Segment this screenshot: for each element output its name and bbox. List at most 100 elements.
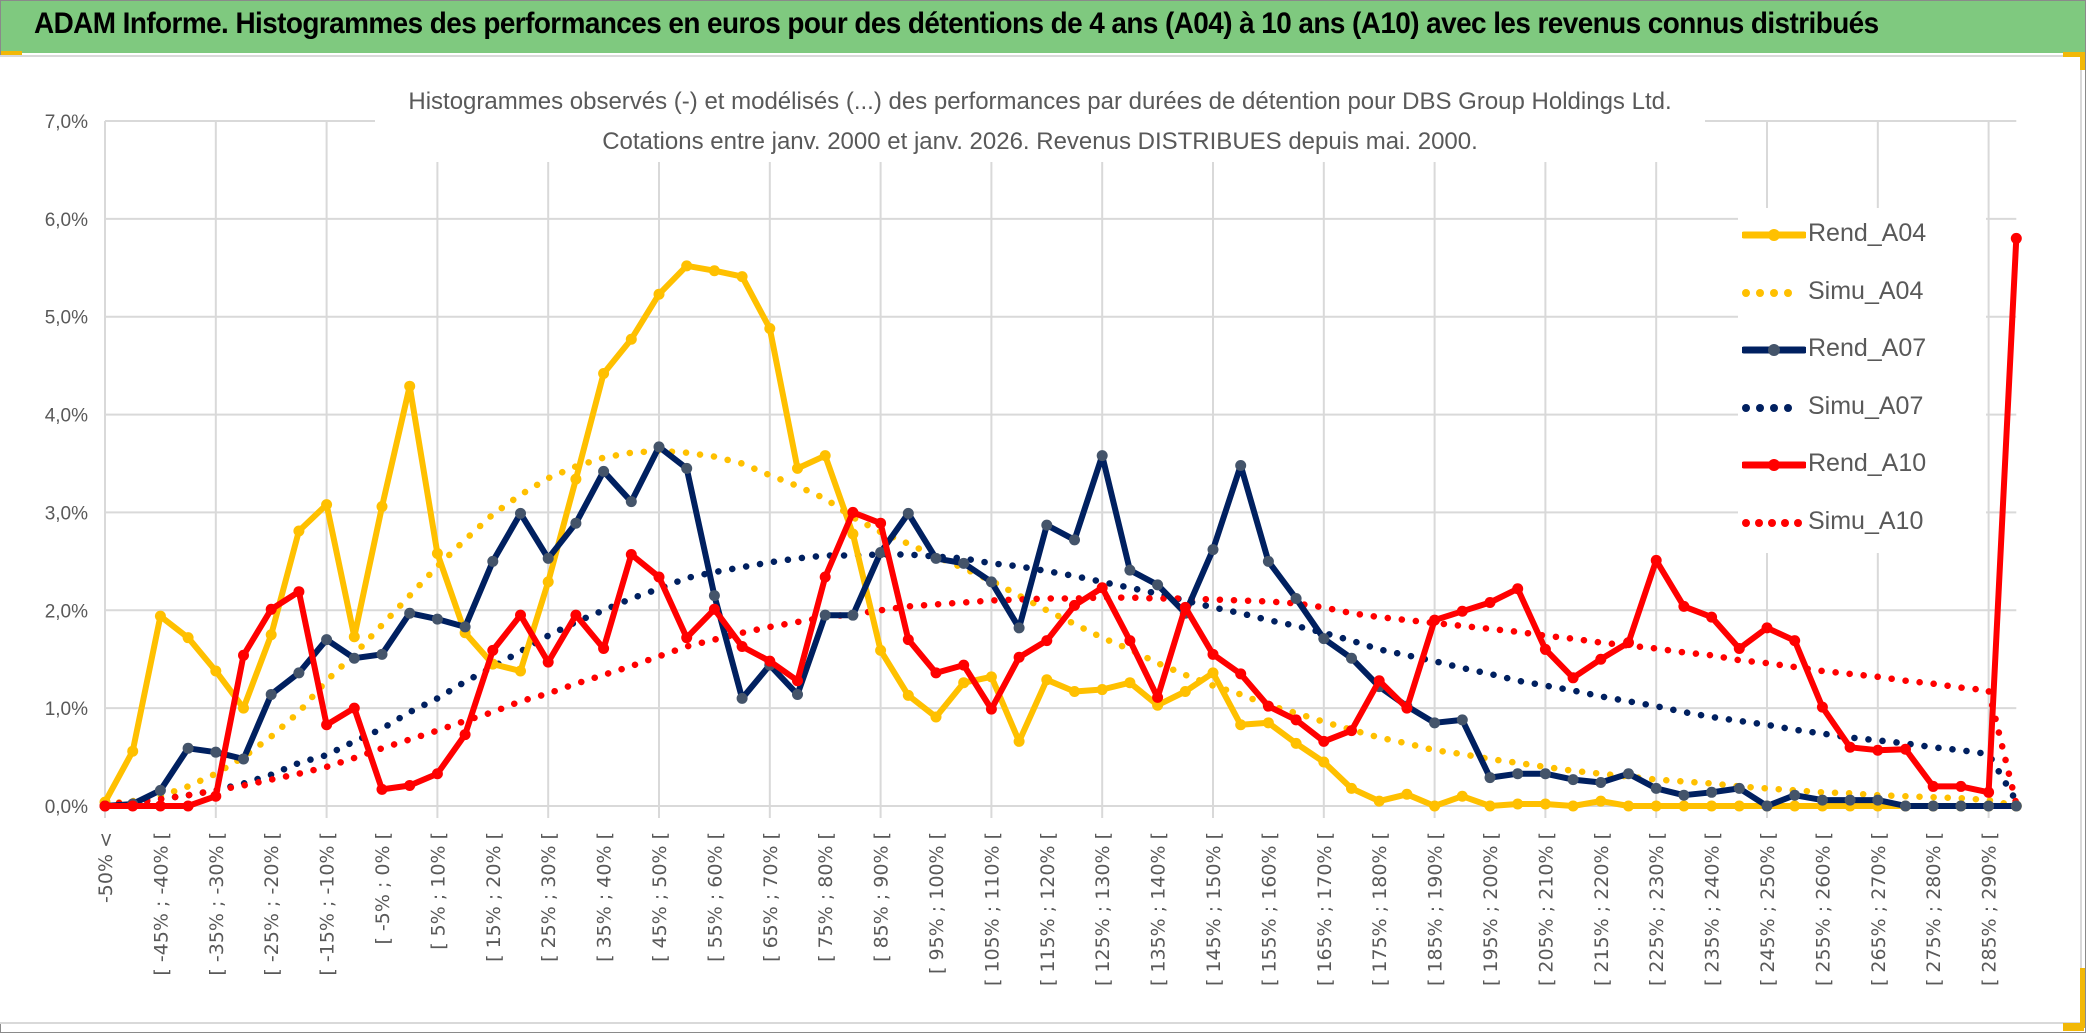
data-point[interactable] xyxy=(238,753,249,765)
data-point[interactable] xyxy=(1650,554,1662,566)
data-point[interactable] xyxy=(653,571,665,583)
data-point[interactable] xyxy=(1706,800,1718,812)
data-point[interactable] xyxy=(182,800,194,812)
data-point[interactable] xyxy=(570,473,582,485)
data-point[interactable] xyxy=(598,642,610,654)
data-point[interactable] xyxy=(1484,596,1496,608)
data-point[interactable] xyxy=(847,506,859,518)
data-point[interactable] xyxy=(681,462,693,474)
data-point[interactable] xyxy=(985,576,997,588)
data-point[interactable] xyxy=(1013,735,1025,747)
data-point[interactable] xyxy=(210,665,222,677)
data-point[interactable] xyxy=(1456,790,1468,802)
data-point[interactable] xyxy=(1124,635,1136,647)
data-point[interactable] xyxy=(293,525,305,537)
data-point[interactable] xyxy=(1346,725,1357,737)
data-point[interactable] xyxy=(681,632,693,644)
data-point[interactable] xyxy=(1041,674,1053,686)
data-point[interactable] xyxy=(265,603,277,615)
data-point[interactable] xyxy=(1733,800,1745,812)
data-point[interactable] xyxy=(376,501,388,513)
data-point[interactable] xyxy=(958,677,970,689)
data-point[interactable] xyxy=(1567,800,1579,812)
data-point[interactable] xyxy=(1595,777,1607,789)
data-point[interactable] xyxy=(736,271,748,283)
data-point[interactable] xyxy=(542,576,554,588)
data-point[interactable] xyxy=(792,688,803,700)
data-point[interactable] xyxy=(1096,450,1108,462)
data-point[interactable] xyxy=(1844,794,1856,806)
data-point[interactable] xyxy=(1955,780,1967,792)
data-point[interactable] xyxy=(459,621,471,633)
legend-item-simu-a07[interactable]: Simu_A07 xyxy=(1738,388,1986,428)
data-point[interactable] xyxy=(792,675,803,687)
data-point[interactable] xyxy=(958,557,970,569)
data-point[interactable] xyxy=(376,648,388,660)
data-point[interactable] xyxy=(1152,691,1164,703)
data-point[interactable] xyxy=(1761,800,1773,812)
data-point[interactable] xyxy=(1484,772,1496,784)
data-point[interactable] xyxy=(515,665,526,677)
data-point[interactable] xyxy=(154,610,166,622)
data-point[interactable] xyxy=(431,613,443,625)
data-point[interactable] xyxy=(238,649,249,661)
data-point[interactable] xyxy=(238,702,249,714)
data-point[interactable] xyxy=(625,496,637,508)
data-point[interactable] xyxy=(1262,717,1274,729)
data-point[interactable] xyxy=(1290,714,1302,726)
data-point[interactable] xyxy=(1733,642,1745,654)
data-point[interactable] xyxy=(958,659,970,671)
data-point[interactable] xyxy=(708,265,720,277)
data-point[interactable] xyxy=(1567,672,1579,684)
data-point[interactable] xyxy=(1152,579,1164,591)
data-point[interactable] xyxy=(985,703,997,715)
data-point[interactable] xyxy=(1373,795,1385,807)
data-point[interactable] xyxy=(1346,782,1357,794)
data-point[interactable] xyxy=(1900,743,1911,755)
data-point[interactable] xyxy=(1179,601,1191,613)
data-point[interactable] xyxy=(265,688,277,700)
data-point[interactable] xyxy=(930,667,942,679)
data-point[interactable] xyxy=(1706,786,1718,798)
data-point[interactable] xyxy=(542,552,554,564)
data-point[interactable] xyxy=(902,507,914,519)
data-point[interactable] xyxy=(1512,768,1524,780)
data-point[interactable] xyxy=(1235,459,1247,471)
data-point[interactable] xyxy=(376,783,388,795)
data-point[interactable] xyxy=(1096,582,1108,594)
data-point[interactable] xyxy=(1650,782,1662,794)
data-point[interactable] xyxy=(1650,800,1662,812)
data-point[interactable] xyxy=(1373,675,1385,687)
data-point[interactable] xyxy=(1761,622,1773,634)
data-point[interactable] xyxy=(1567,774,1579,786)
data-point[interactable] xyxy=(1290,737,1302,749)
data-point[interactable] xyxy=(1844,741,1856,753)
data-point[interactable] xyxy=(2010,232,2022,244)
data-point[interactable] xyxy=(182,632,194,644)
data-point[interactable] xyxy=(1013,651,1025,663)
data-point[interactable] xyxy=(570,609,582,621)
data-point[interactable] xyxy=(1678,789,1690,801)
data-point[interactable] xyxy=(1235,719,1247,731)
data-point[interactable] xyxy=(459,729,471,741)
data-point[interactable] xyxy=(1069,686,1080,698)
data-point[interactable] xyxy=(625,333,637,345)
data-point[interactable] xyxy=(1429,614,1441,626)
data-point[interactable] xyxy=(875,517,887,529)
data-point[interactable] xyxy=(515,507,526,519)
data-point[interactable] xyxy=(819,609,831,621)
data-point[interactable] xyxy=(653,288,665,300)
legend-item-rend-a04[interactable]: Rend_A04 xyxy=(1738,215,1986,255)
data-point[interactable] xyxy=(1456,605,1468,617)
data-point[interactable] xyxy=(1678,600,1690,612)
data-point[interactable] xyxy=(1456,714,1468,726)
data-point[interactable] xyxy=(265,629,277,641)
data-point[interactable] xyxy=(1207,667,1219,679)
data-point[interactable] xyxy=(1789,635,1801,647)
data-point[interactable] xyxy=(1539,643,1551,655)
data-point[interactable] xyxy=(1013,622,1025,634)
data-point[interactable] xyxy=(1789,800,1801,812)
data-point[interactable] xyxy=(1401,702,1413,714)
data-point[interactable] xyxy=(182,742,194,754)
data-point[interactable] xyxy=(598,465,610,477)
